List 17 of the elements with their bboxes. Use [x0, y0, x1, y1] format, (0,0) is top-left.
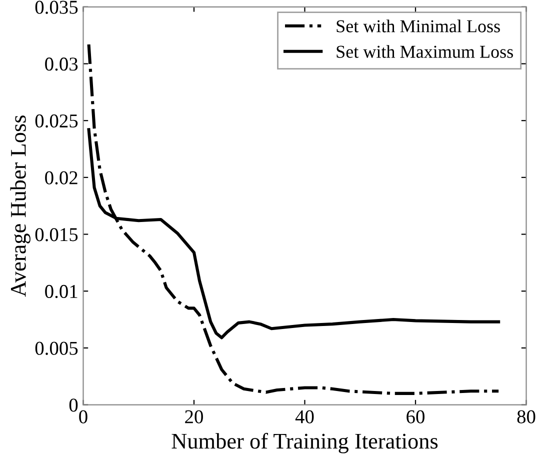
y-tick-label: 0.025 — [35, 114, 78, 128]
legend-label: Set with Maximum Loss — [336, 45, 513, 58]
y-tick-label: 0.02 — [45, 171, 78, 184]
y-axis-title: Average Huber Loss — [10, 116, 30, 297]
x-tick-label: 0 — [79, 410, 88, 424]
x-tick-label: 80 — [517, 410, 536, 424]
y-tick-label: 0 — [69, 398, 78, 412]
x-tick-label: 60 — [406, 410, 424, 424]
x-tick-label: 20 — [185, 410, 203, 424]
y-tick-label: 0.005 — [35, 342, 78, 355]
x-tick-label: 40 — [295, 410, 314, 424]
y-tick-label: 0.03 — [45, 58, 78, 71]
y-tick-label: 0.01 — [45, 284, 78, 298]
y-tick-label: 0.015 — [35, 228, 78, 242]
legend-label: Set with Minimal Loss — [336, 20, 500, 32]
x-axis-title: Number of Training Iterations — [172, 432, 438, 454]
y-tick-label: 0.035 — [35, 0, 78, 14]
